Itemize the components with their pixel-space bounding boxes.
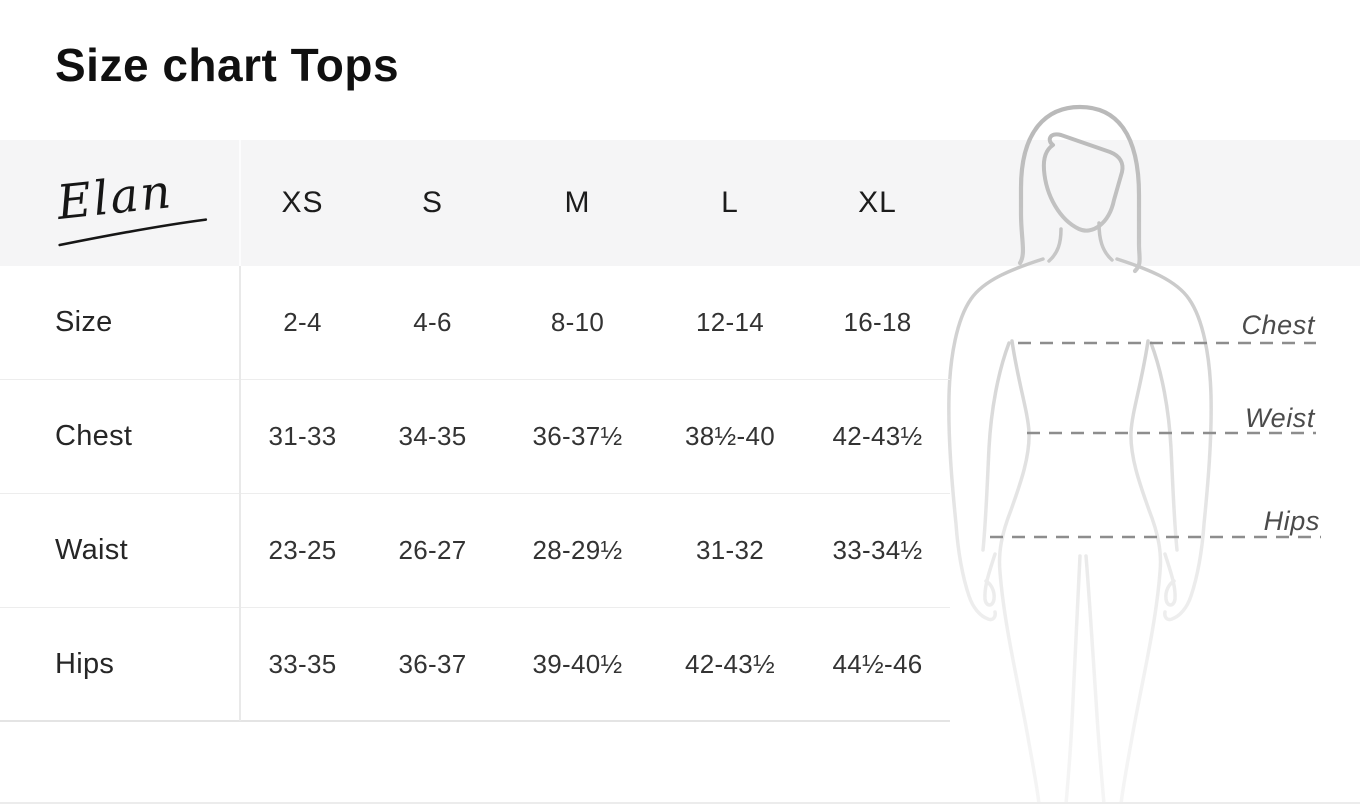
waist-line-label: Weist (1244, 403, 1315, 433)
table-row-waist: Waist 23-25 26-27 28-29½ 31-32 33-34½ (0, 494, 950, 608)
figure-left-torso-leg (997, 339, 1041, 802)
size-column-header-s: S (421, 186, 443, 219)
table-cell: 16-18 (843, 307, 912, 337)
page-title: Size chart Tops (55, 39, 400, 91)
figure-face (1041, 132, 1125, 233)
table-cell: 23-25 (268, 535, 337, 565)
row-label-size: Size (55, 306, 113, 338)
table-header-band (0, 140, 1360, 266)
table-row-chest: Chest 31-33 34-35 36-37½ 38½-40 42-43½ (0, 380, 950, 494)
table-cell: 39-40½ (532, 648, 623, 679)
table-cell: 31-32 (696, 535, 764, 565)
brand-logo: Elan (0, 140, 240, 266)
column-divider-body-segment (239, 266, 241, 721)
table-row-hips: Hips 33-35 36-37 39-40½ 42-43½ 44½-46 (0, 608, 950, 722)
figure-right-inner-arm (1149, 341, 1179, 552)
row-label-waist: Waist (55, 534, 128, 566)
table-cell: 4-6 (413, 307, 452, 337)
brand-logo-signature: Elan (54, 164, 208, 246)
table-cell: 36-37 (398, 648, 467, 679)
table-cell: 33-34½ (832, 535, 923, 565)
size-table: Elan XS S M L XL Size 2-4 4-6 8-10 12-14… (0, 140, 950, 722)
figure-neck-left (1047, 227, 1063, 263)
size-column-header-l: L (721, 186, 739, 219)
table-cell: 36-37½ (532, 421, 623, 451)
row-label-chest: Chest (55, 420, 133, 452)
brand-logo-underline (58, 217, 208, 246)
table-cell: 34-35 (398, 421, 467, 451)
figure-neck-right (1097, 221, 1114, 262)
brand-logo-text: Elan (54, 163, 176, 231)
figure-left-inner-arm (981, 341, 1011, 552)
table-cell: 26-27 (398, 535, 467, 565)
size-table-header-row: Elan XS S M L XL (0, 140, 950, 266)
figure-right-thumb (1163, 552, 1177, 607)
table-cell: 42-43½ (685, 648, 775, 679)
woman-figure-illustration (947, 104, 1321, 802)
table-cell: 38½-40 (685, 421, 775, 451)
size-column-header-m: M (564, 186, 591, 219)
figure-left-thumb (983, 552, 997, 607)
table-cell: 44½-46 (832, 648, 923, 679)
figure-right-shoulder-arm (1115, 257, 1213, 622)
figure-inner-leg-left (1064, 554, 1082, 802)
figure-right-torso-leg (1119, 339, 1163, 802)
table-cell: 2-4 (283, 307, 322, 337)
table-cell: 28-29½ (532, 535, 623, 565)
table-cell: 42-43½ (832, 421, 923, 451)
chest-line-label: Chest (1241, 310, 1315, 340)
hips-line-label: Hips (1263, 506, 1320, 536)
column-divider-header-segment (239, 140, 241, 266)
table-row-size: Size 2-4 4-6 8-10 12-14 16-18 (0, 266, 950, 380)
table-cell: 12-14 (696, 307, 764, 337)
size-column-header-xl: XL (858, 186, 897, 219)
figure-inner-leg-right (1084, 554, 1106, 802)
figure-hair (1017, 104, 1142, 274)
size-column-header-xs: XS (281, 186, 324, 219)
table-cell: 31-33 (268, 421, 337, 451)
table-cell: 8-10 (550, 307, 605, 337)
row-label-hips: Hips (55, 647, 115, 680)
figure-left-shoulder-arm (947, 257, 1045, 622)
table-cell: 33-35 (268, 648, 337, 679)
